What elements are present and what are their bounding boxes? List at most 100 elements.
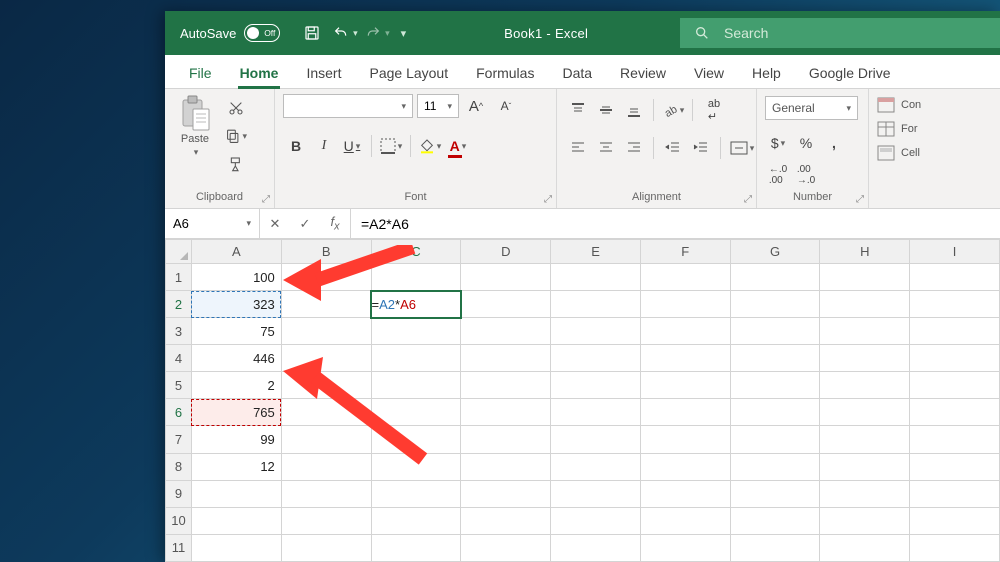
select-all-corner[interactable] xyxy=(166,240,192,264)
save-icon[interactable] xyxy=(298,19,326,47)
col-header-H[interactable]: H xyxy=(820,240,910,264)
number-format-combo[interactable]: General▾ xyxy=(765,96,858,120)
cell-B10[interactable] xyxy=(281,507,371,534)
cell-G8[interactable] xyxy=(730,453,820,480)
cell-F6[interactable] xyxy=(640,399,730,426)
cell-B3[interactable] xyxy=(281,318,371,345)
cell-I11[interactable] xyxy=(910,534,1000,561)
cell-D7[interactable] xyxy=(461,426,551,453)
tab-view[interactable]: View xyxy=(680,57,738,88)
cell-E4[interactable] xyxy=(551,345,641,372)
decrease-decimal-icon[interactable]: .00→.0 xyxy=(793,162,819,188)
copy-icon[interactable]: ▾ xyxy=(225,127,247,145)
row-header-9[interactable]: 9 xyxy=(166,480,192,507)
format-painter-icon[interactable] xyxy=(225,155,247,173)
row-header-1[interactable]: 1 xyxy=(166,264,192,291)
cancel-formula-icon[interactable]: ✕ xyxy=(260,216,290,232)
cell-D9[interactable] xyxy=(461,480,551,507)
cell-C8[interactable] xyxy=(371,453,461,480)
cell-I9[interactable] xyxy=(910,480,1000,507)
cell-C2[interactable]: =A2*A6 xyxy=(371,291,461,318)
col-header-E[interactable]: E xyxy=(551,240,641,264)
decrease-font-icon[interactable]: Aˇ xyxy=(493,93,519,119)
cell-D1[interactable] xyxy=(461,264,551,291)
cell-C7[interactable] xyxy=(371,426,461,453)
cell-G1[interactable] xyxy=(730,264,820,291)
cell-I6[interactable] xyxy=(910,399,1000,426)
increase-font-icon[interactable]: A^ xyxy=(463,93,489,119)
font-name-combo[interactable]: ▾ xyxy=(283,94,413,118)
cell-F2[interactable] xyxy=(640,291,730,318)
cell-A6[interactable]: 765 xyxy=(191,399,281,426)
cell-E3[interactable] xyxy=(551,318,641,345)
col-header-I[interactable]: I xyxy=(910,240,1000,264)
paste-button[interactable]: Paste ▾ xyxy=(173,93,217,158)
cell-A10[interactable] xyxy=(191,507,281,534)
row-header-3[interactable]: 3 xyxy=(166,318,192,345)
increase-indent-icon[interactable] xyxy=(688,135,714,161)
font-color-icon[interactable]: A▾ xyxy=(445,133,471,159)
cell-E5[interactable] xyxy=(551,372,641,399)
cell-G10[interactable] xyxy=(730,507,820,534)
col-header-A[interactable]: A xyxy=(191,240,281,264)
cell-H3[interactable] xyxy=(820,318,910,345)
cell-F9[interactable] xyxy=(640,480,730,507)
cell-F7[interactable] xyxy=(640,426,730,453)
increase-decimal-icon[interactable]: ←.0.00 xyxy=(765,162,791,188)
cell-G4[interactable] xyxy=(730,345,820,372)
cell-H11[interactable] xyxy=(820,534,910,561)
percent-format-icon[interactable]: % xyxy=(793,130,819,156)
comma-format-icon[interactable]: , xyxy=(821,130,847,156)
spreadsheet-grid[interactable]: ABCDEFGHI11002323=A2*A637544465267657998… xyxy=(165,239,1000,562)
col-header-G[interactable]: G xyxy=(730,240,820,264)
cell-D11[interactable] xyxy=(461,534,551,561)
row-header-8[interactable]: 8 xyxy=(166,453,192,480)
cell-A5[interactable]: 2 xyxy=(191,372,281,399)
cell-styles-icon[interactable] xyxy=(877,145,895,161)
cell-F11[interactable] xyxy=(640,534,730,561)
cell-H9[interactable] xyxy=(820,480,910,507)
conditional-format-icon[interactable] xyxy=(877,97,895,113)
cell-I2[interactable] xyxy=(910,291,1000,318)
cell-C6[interactable] xyxy=(371,399,461,426)
cell-H4[interactable] xyxy=(820,345,910,372)
cell-C3[interactable] xyxy=(371,318,461,345)
align-center-icon[interactable] xyxy=(593,135,619,161)
cell-A1[interactable]: 100 xyxy=(191,264,281,291)
cell-A8[interactable]: 12 xyxy=(191,453,281,480)
fill-color-icon[interactable]: ▾ xyxy=(417,133,443,159)
cell-I4[interactable] xyxy=(910,345,1000,372)
align-bottom-icon[interactable] xyxy=(621,97,647,123)
cell-A7[interactable]: 99 xyxy=(191,426,281,453)
borders-icon[interactable]: ▾ xyxy=(378,133,404,159)
autosave-control[interactable]: AutoSave Off xyxy=(165,24,280,42)
cell-C1[interactable] xyxy=(371,264,461,291)
cell-A2[interactable]: 323 xyxy=(191,291,281,318)
row-header-4[interactable]: 4 xyxy=(166,345,192,372)
cell-E2[interactable] xyxy=(551,291,641,318)
tab-formulas[interactable]: Formulas xyxy=(462,57,548,88)
font-size-combo[interactable]: 11▾ xyxy=(417,94,459,118)
cell-G6[interactable] xyxy=(730,399,820,426)
cell-H5[interactable] xyxy=(820,372,910,399)
cell-A9[interactable] xyxy=(191,480,281,507)
cell-E1[interactable] xyxy=(551,264,641,291)
cell-G5[interactable] xyxy=(730,372,820,399)
align-middle-icon[interactable] xyxy=(593,97,619,123)
merge-center-icon[interactable]: ▾ xyxy=(727,135,757,161)
decrease-indent-icon[interactable] xyxy=(660,135,686,161)
col-header-C[interactable]: C xyxy=(371,240,461,264)
tab-file[interactable]: File xyxy=(175,57,226,88)
cell-F10[interactable] xyxy=(640,507,730,534)
name-box[interactable]: A6 ▾ xyxy=(165,209,260,238)
cell-H2[interactable] xyxy=(820,291,910,318)
row-header-2[interactable]: 2 xyxy=(166,291,192,318)
cell-G11[interactable] xyxy=(730,534,820,561)
cell-G3[interactable] xyxy=(730,318,820,345)
search-input[interactable] xyxy=(724,25,986,41)
cell-F8[interactable] xyxy=(640,453,730,480)
cell-G9[interactable] xyxy=(730,480,820,507)
cell-E11[interactable] xyxy=(551,534,641,561)
orientation-icon[interactable]: ab▾ xyxy=(660,97,686,123)
tab-help[interactable]: Help xyxy=(738,57,795,88)
